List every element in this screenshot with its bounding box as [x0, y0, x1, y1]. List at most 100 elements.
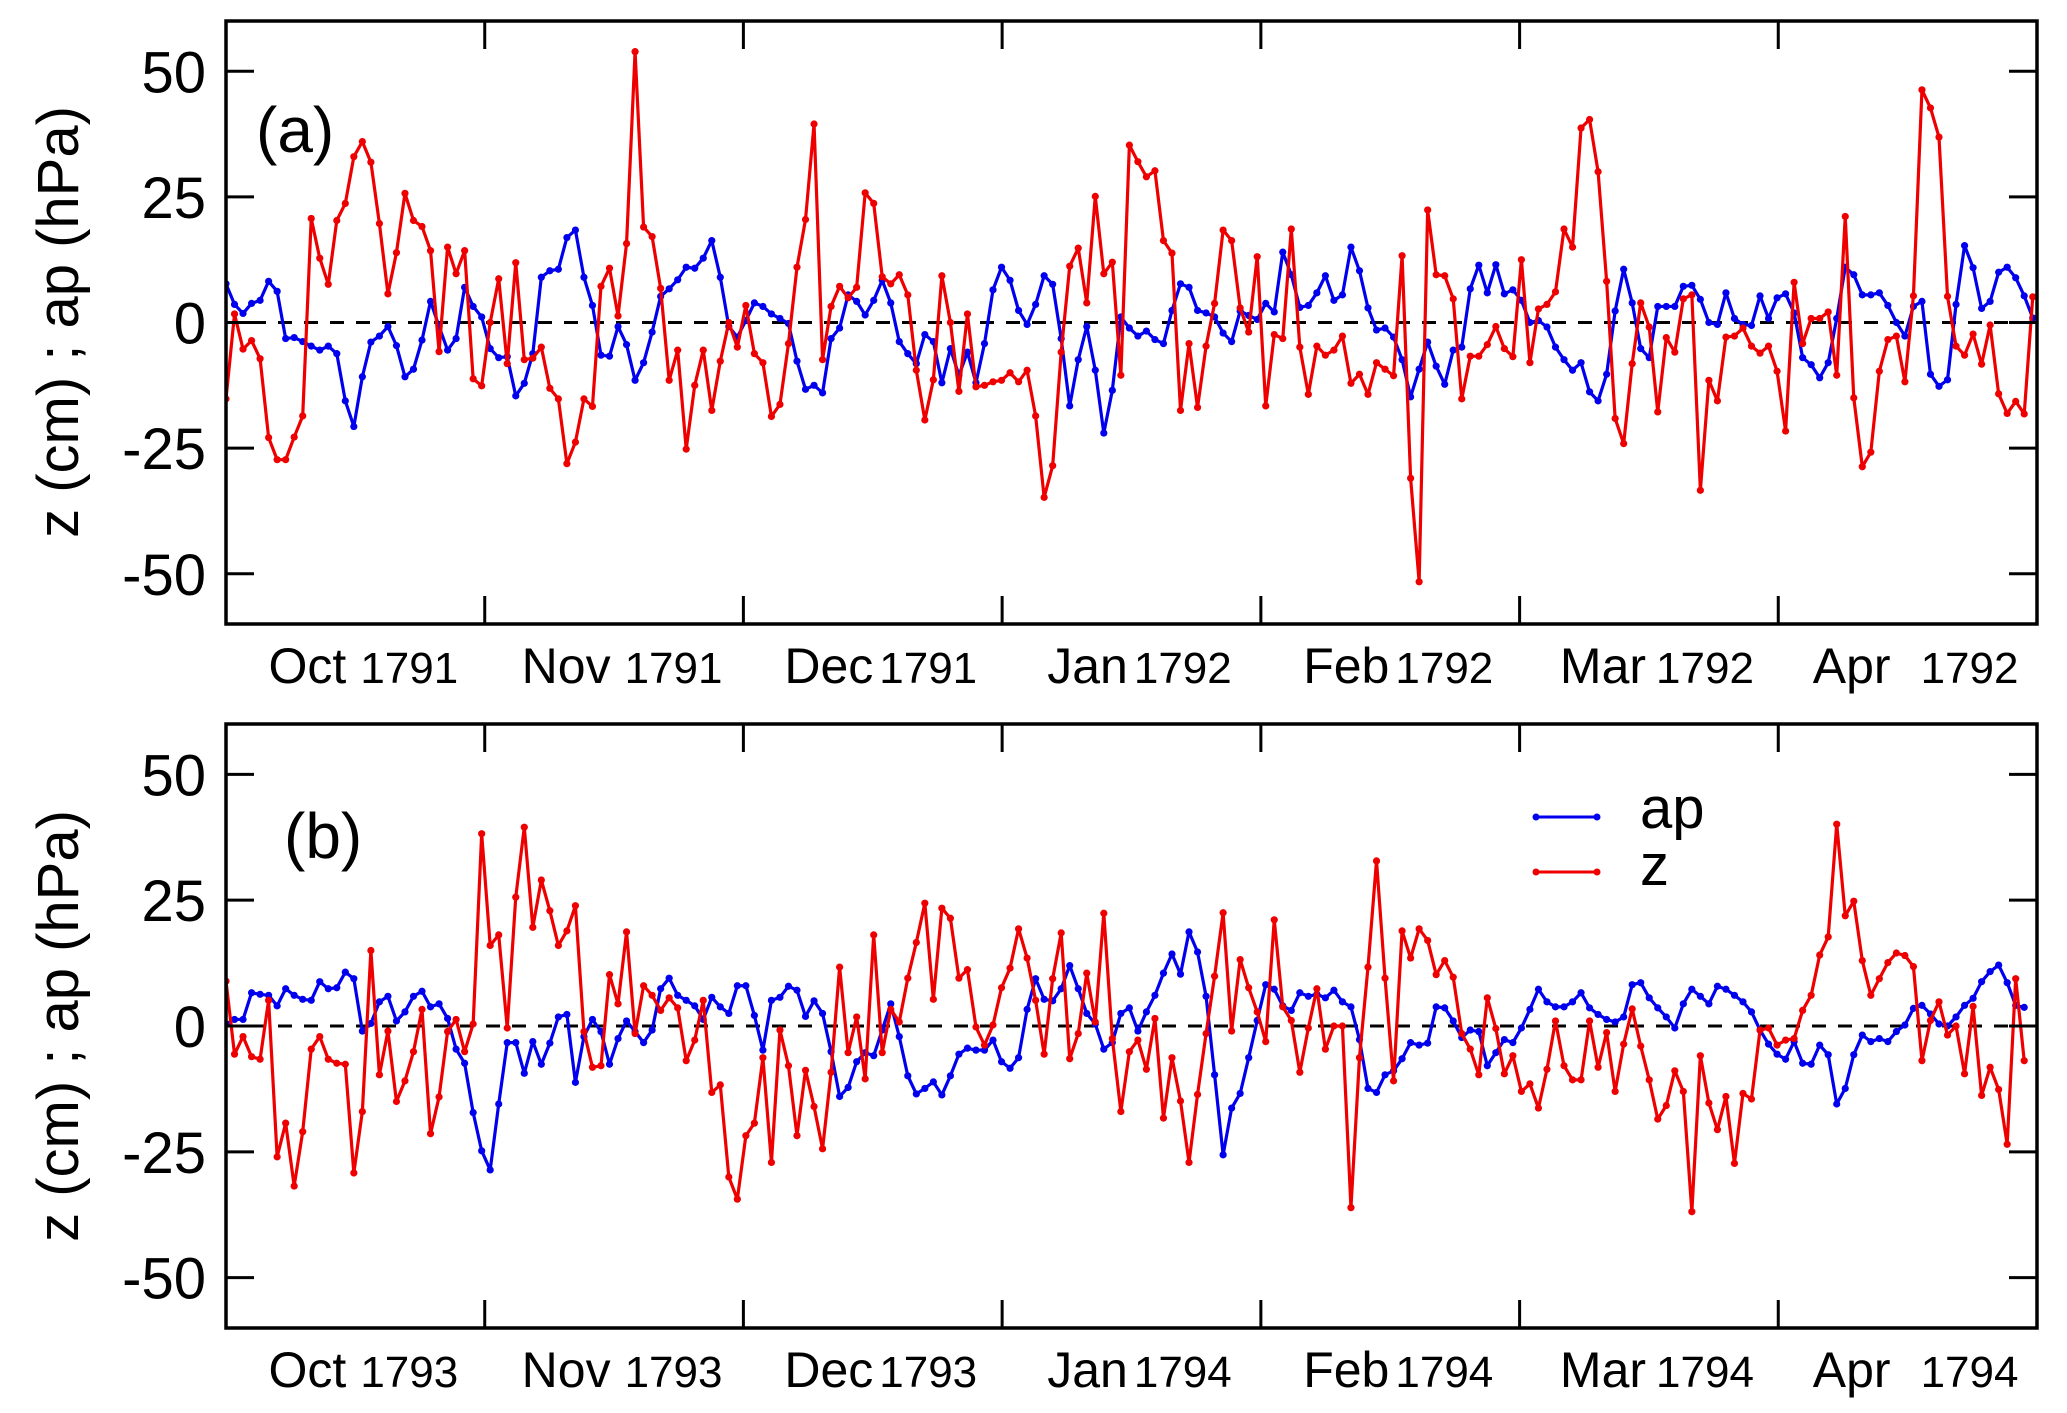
x-tick-month: Nov: [522, 638, 611, 694]
y-tick-label: -50: [122, 1247, 206, 1312]
data-point-z: [844, 1049, 852, 1057]
data-point-z: [742, 1132, 750, 1140]
data-point-ap: [1671, 1024, 1679, 1032]
data-point-ap: [1185, 928, 1193, 936]
data-point-z: [537, 343, 545, 351]
data-point-ap: [759, 1046, 767, 1054]
data-point-ap: [1176, 970, 1185, 978]
data-point-z: [1228, 236, 1236, 245]
data-point-z: [443, 243, 452, 251]
data-point-ap: [392, 1017, 401, 1025]
data-point-z: [1892, 949, 1900, 957]
data-point-z: [1705, 376, 1713, 384]
data-point-z: [588, 1063, 597, 1071]
data-point-ap: [1654, 1004, 1662, 1012]
data-point-z: [1799, 340, 1807, 348]
data-point-z: [1279, 334, 1287, 343]
data-point-z: [878, 273, 886, 281]
data-point-ap: [1245, 1054, 1253, 1062]
data-point-z: [980, 381, 989, 389]
data-point-z: [1057, 348, 1065, 356]
data-point-ap: [265, 991, 273, 999]
data-point-z: [1696, 486, 1704, 494]
data-point-ap: [1381, 1071, 1389, 1079]
data-point-ap: [887, 299, 895, 307]
data-point-ap: [333, 350, 341, 358]
data-point-z: [1083, 299, 1091, 307]
data-point-ap: [1006, 1064, 1014, 1072]
legend-marker: [1593, 813, 1601, 821]
data-point-ap: [1475, 261, 1483, 269]
data-point-z: [1389, 1077, 1398, 1085]
data-point-z: [1960, 351, 1969, 359]
data-point-ap: [588, 301, 597, 310]
data-point-ap: [1960, 1001, 1969, 1009]
data-point-ap: [818, 389, 827, 397]
panel-label: (b): [284, 800, 362, 872]
data-point-z: [1747, 342, 1756, 350]
x-tick-label: Apr 1794: [1813, 1342, 2019, 1398]
data-point-ap: [1935, 1020, 1943, 1028]
y-tick-label: -50: [122, 543, 206, 608]
data-point-ap: [1833, 1100, 1841, 1108]
data-point-ap: [230, 1015, 239, 1024]
data-point-z: [230, 1050, 239, 1058]
data-point-z: [1722, 333, 1730, 341]
data-point-z: [1722, 1092, 1730, 1101]
data-point-z: [1185, 340, 1193, 348]
data-point-z: [1594, 168, 1602, 176]
data-point-ap: [1202, 309, 1210, 317]
data-point-ap: [1918, 1001, 1926, 1009]
x-tick-label: Dec 1793: [784, 1342, 977, 1398]
data-point-z: [639, 223, 648, 231]
data-point-ap: [1262, 981, 1270, 989]
data-point-ap: [1415, 365, 1423, 373]
data-point-z: [1083, 969, 1091, 977]
data-point-ap: [1594, 1010, 1602, 1019]
data-point-z: [580, 1027, 588, 1036]
data-point-ap: [1466, 285, 1474, 293]
data-point-z: [665, 376, 673, 384]
data-point-ap: [546, 267, 554, 275]
data-point-z: [1449, 295, 1457, 303]
data-point-ap: [1432, 1003, 1440, 1011]
data-point-ap: [1228, 1104, 1236, 1112]
data-point-ap: [588, 1015, 597, 1024]
data-point-ap: [1858, 291, 1866, 299]
data-point-z: [1279, 1003, 1287, 1011]
data-point-z: [1049, 462, 1057, 470]
data-point-ap: [461, 1059, 469, 1067]
x-tick-year: 1792: [1134, 644, 1232, 693]
data-point-ap: [265, 277, 273, 285]
x-tick-month: Jan: [1047, 638, 1128, 694]
data-point-z: [1202, 1029, 1210, 1038]
data-point-ap: [1066, 962, 1074, 970]
x-tick-month: Oct: [269, 1342, 347, 1398]
data-point-z: [529, 923, 537, 931]
data-point-ap: [1159, 340, 1168, 348]
data-point-z: [1995, 390, 2003, 398]
data-point-z: [1270, 916, 1278, 924]
data-point-ap: [963, 348, 972, 356]
data-point-z: [580, 395, 588, 403]
data-point-z: [478, 382, 486, 390]
data-point-ap: [989, 286, 997, 294]
data-point-z: [1730, 332, 1739, 340]
y-axis-label: z (cm) ; ap (hPa): [26, 106, 91, 538]
data-point-z: [1151, 167, 1159, 175]
data-point-z: [461, 1048, 469, 1056]
series-group: [226, 48, 2037, 586]
data-point-ap: [665, 285, 673, 293]
data-point-z: [333, 216, 341, 225]
data-point-z: [1892, 332, 1900, 340]
data-point-z: [912, 366, 920, 374]
data-point-z: [1918, 86, 1926, 94]
data-point-ap: [912, 1090, 920, 1098]
data-point-z: [435, 1093, 443, 1101]
data-point-z: [1943, 292, 1952, 300]
x-tick-year: 1794: [1395, 1348, 1493, 1397]
data-point-z: [1679, 295, 1687, 303]
data-point-z: [1978, 1091, 1986, 1100]
data-point-ap: [384, 992, 392, 1000]
